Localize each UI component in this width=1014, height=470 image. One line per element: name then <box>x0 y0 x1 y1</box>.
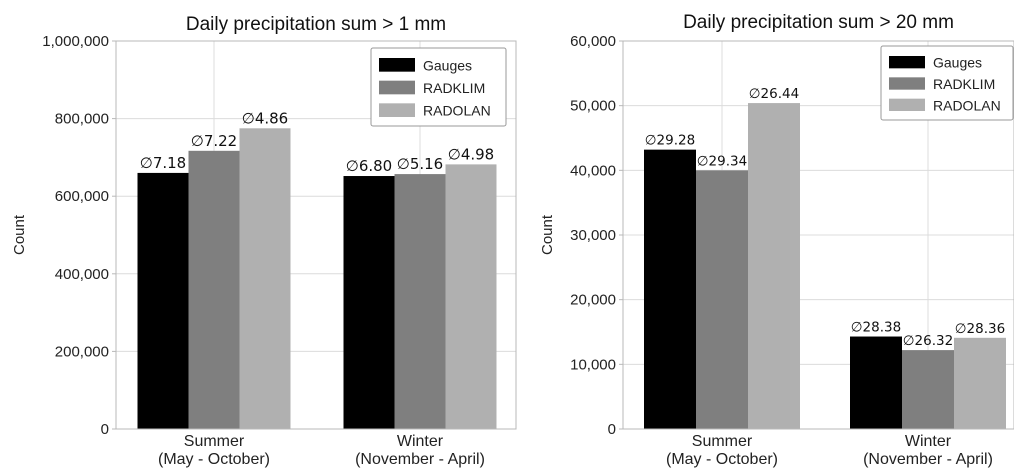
bar-data-label: ∅5.16 <box>397 155 443 173</box>
bar-radklim-1 <box>696 170 748 430</box>
bar-data-label: ∅4.98 <box>448 145 494 163</box>
chart-title: Daily precipitation sum > 20 mm <box>683 12 954 33</box>
legend-label-radklim: RADKLIM <box>933 76 995 92</box>
chart-panel-2: ∅29.28 ∅28.38 ∅29.34 ∅26.32 ∅26.44 ∅28.36 0 10,… <box>539 12 1014 468</box>
chart-title: Daily precipitation sum > 1 mm <box>186 14 446 35</box>
y-tick-label: 10,000 <box>570 356 616 373</box>
legend: Gauges RADKLIM RADOLAN <box>370 47 507 127</box>
legend-label-radklim: RADKLIM <box>423 80 485 96</box>
bar-data-label: ∅29.28 <box>645 133 695 149</box>
bar-data-label: ∅7.18 <box>140 154 186 172</box>
y-tick-label: 0 <box>608 421 616 438</box>
legend-swatch-gauges <box>379 58 415 72</box>
bar-data-label: ∅6.80 <box>346 157 392 175</box>
bar-data-label: ∅7.22 <box>191 132 237 150</box>
legend: Gauges RADKLIM RADOLAN <box>880 45 1014 121</box>
x-tick-label: Winter <box>905 433 952 450</box>
y-tick-label: 600,000 <box>55 188 109 205</box>
legend-label-gauges: Gauges <box>933 55 982 71</box>
chart-panel-1: ∅7.18 ∅6.80 ∅7.22 ∅5.16 ∅4.86 ∅4.98 0 200,000 40… <box>11 14 517 468</box>
bar-data-label: ∅4.86 <box>242 109 288 127</box>
bar-radklim-2 <box>394 174 446 429</box>
bar-gauges-1 <box>644 149 696 429</box>
x-tick-label: Summer <box>184 433 245 450</box>
legend-swatch-radklim <box>889 77 925 90</box>
legend-swatch-radklim <box>379 80 415 95</box>
bar-radolan-1 <box>239 128 291 430</box>
legend-swatch-radolan <box>379 103 415 117</box>
y-tick-label: 200,000 <box>55 343 109 360</box>
y-tick-label: 400,000 <box>55 266 109 283</box>
y-tick-label: 1,000,000 <box>42 33 109 50</box>
bar-radolan-2 <box>954 337 1006 429</box>
bar-radklim-1 <box>188 150 240 429</box>
legend-label-gauges: Gauges <box>423 57 472 73</box>
bar-data-label: ∅26.44 <box>749 86 799 102</box>
bar-gauges-2 <box>343 176 395 429</box>
bar-data-label: ∅28.36 <box>955 321 1005 337</box>
x-tick-label: Summer <box>692 433 753 450</box>
legend-swatch-gauges <box>889 56 925 69</box>
x-tick-sublabel: (November - April) <box>863 451 993 468</box>
y-tick-label: 0 <box>101 421 109 438</box>
x-tick-label: Winter <box>397 433 444 450</box>
bar-data-label: ∅26.32 <box>903 333 953 349</box>
y-axis-label: Count <box>539 214 556 255</box>
bar-data-label: ∅28.38 <box>851 320 901 336</box>
legend-swatch-radolan <box>889 98 925 111</box>
y-tick-label: 40,000 <box>570 162 616 179</box>
bar-radolan-2 <box>445 164 497 429</box>
y-tick-label: 60,000 <box>570 33 616 50</box>
bar-radklim-2 <box>902 350 954 429</box>
y-tick-label: 800,000 <box>55 111 109 128</box>
bar-gauges-1 <box>137 172 189 430</box>
bar-radolan-1 <box>748 103 800 429</box>
y-tick-label: 30,000 <box>570 227 616 244</box>
plot-area-frame <box>115 40 517 430</box>
legend-label-radolan: RADOLAN <box>933 97 1001 113</box>
bar-gauges-2 <box>850 336 902 429</box>
x-tick-sublabel: (November - April) <box>355 451 485 468</box>
x-tick-sublabel: (May - October) <box>158 451 270 468</box>
x-tick-sublabel: (May - October) <box>666 451 778 468</box>
y-tick-label: 20,000 <box>570 292 616 309</box>
bar-data-label: ∅29.34 <box>697 153 747 169</box>
y-tick-label: 50,000 <box>570 98 616 115</box>
legend-label-radolan: RADOLAN <box>423 103 491 119</box>
y-axis-label: Count <box>11 214 28 255</box>
